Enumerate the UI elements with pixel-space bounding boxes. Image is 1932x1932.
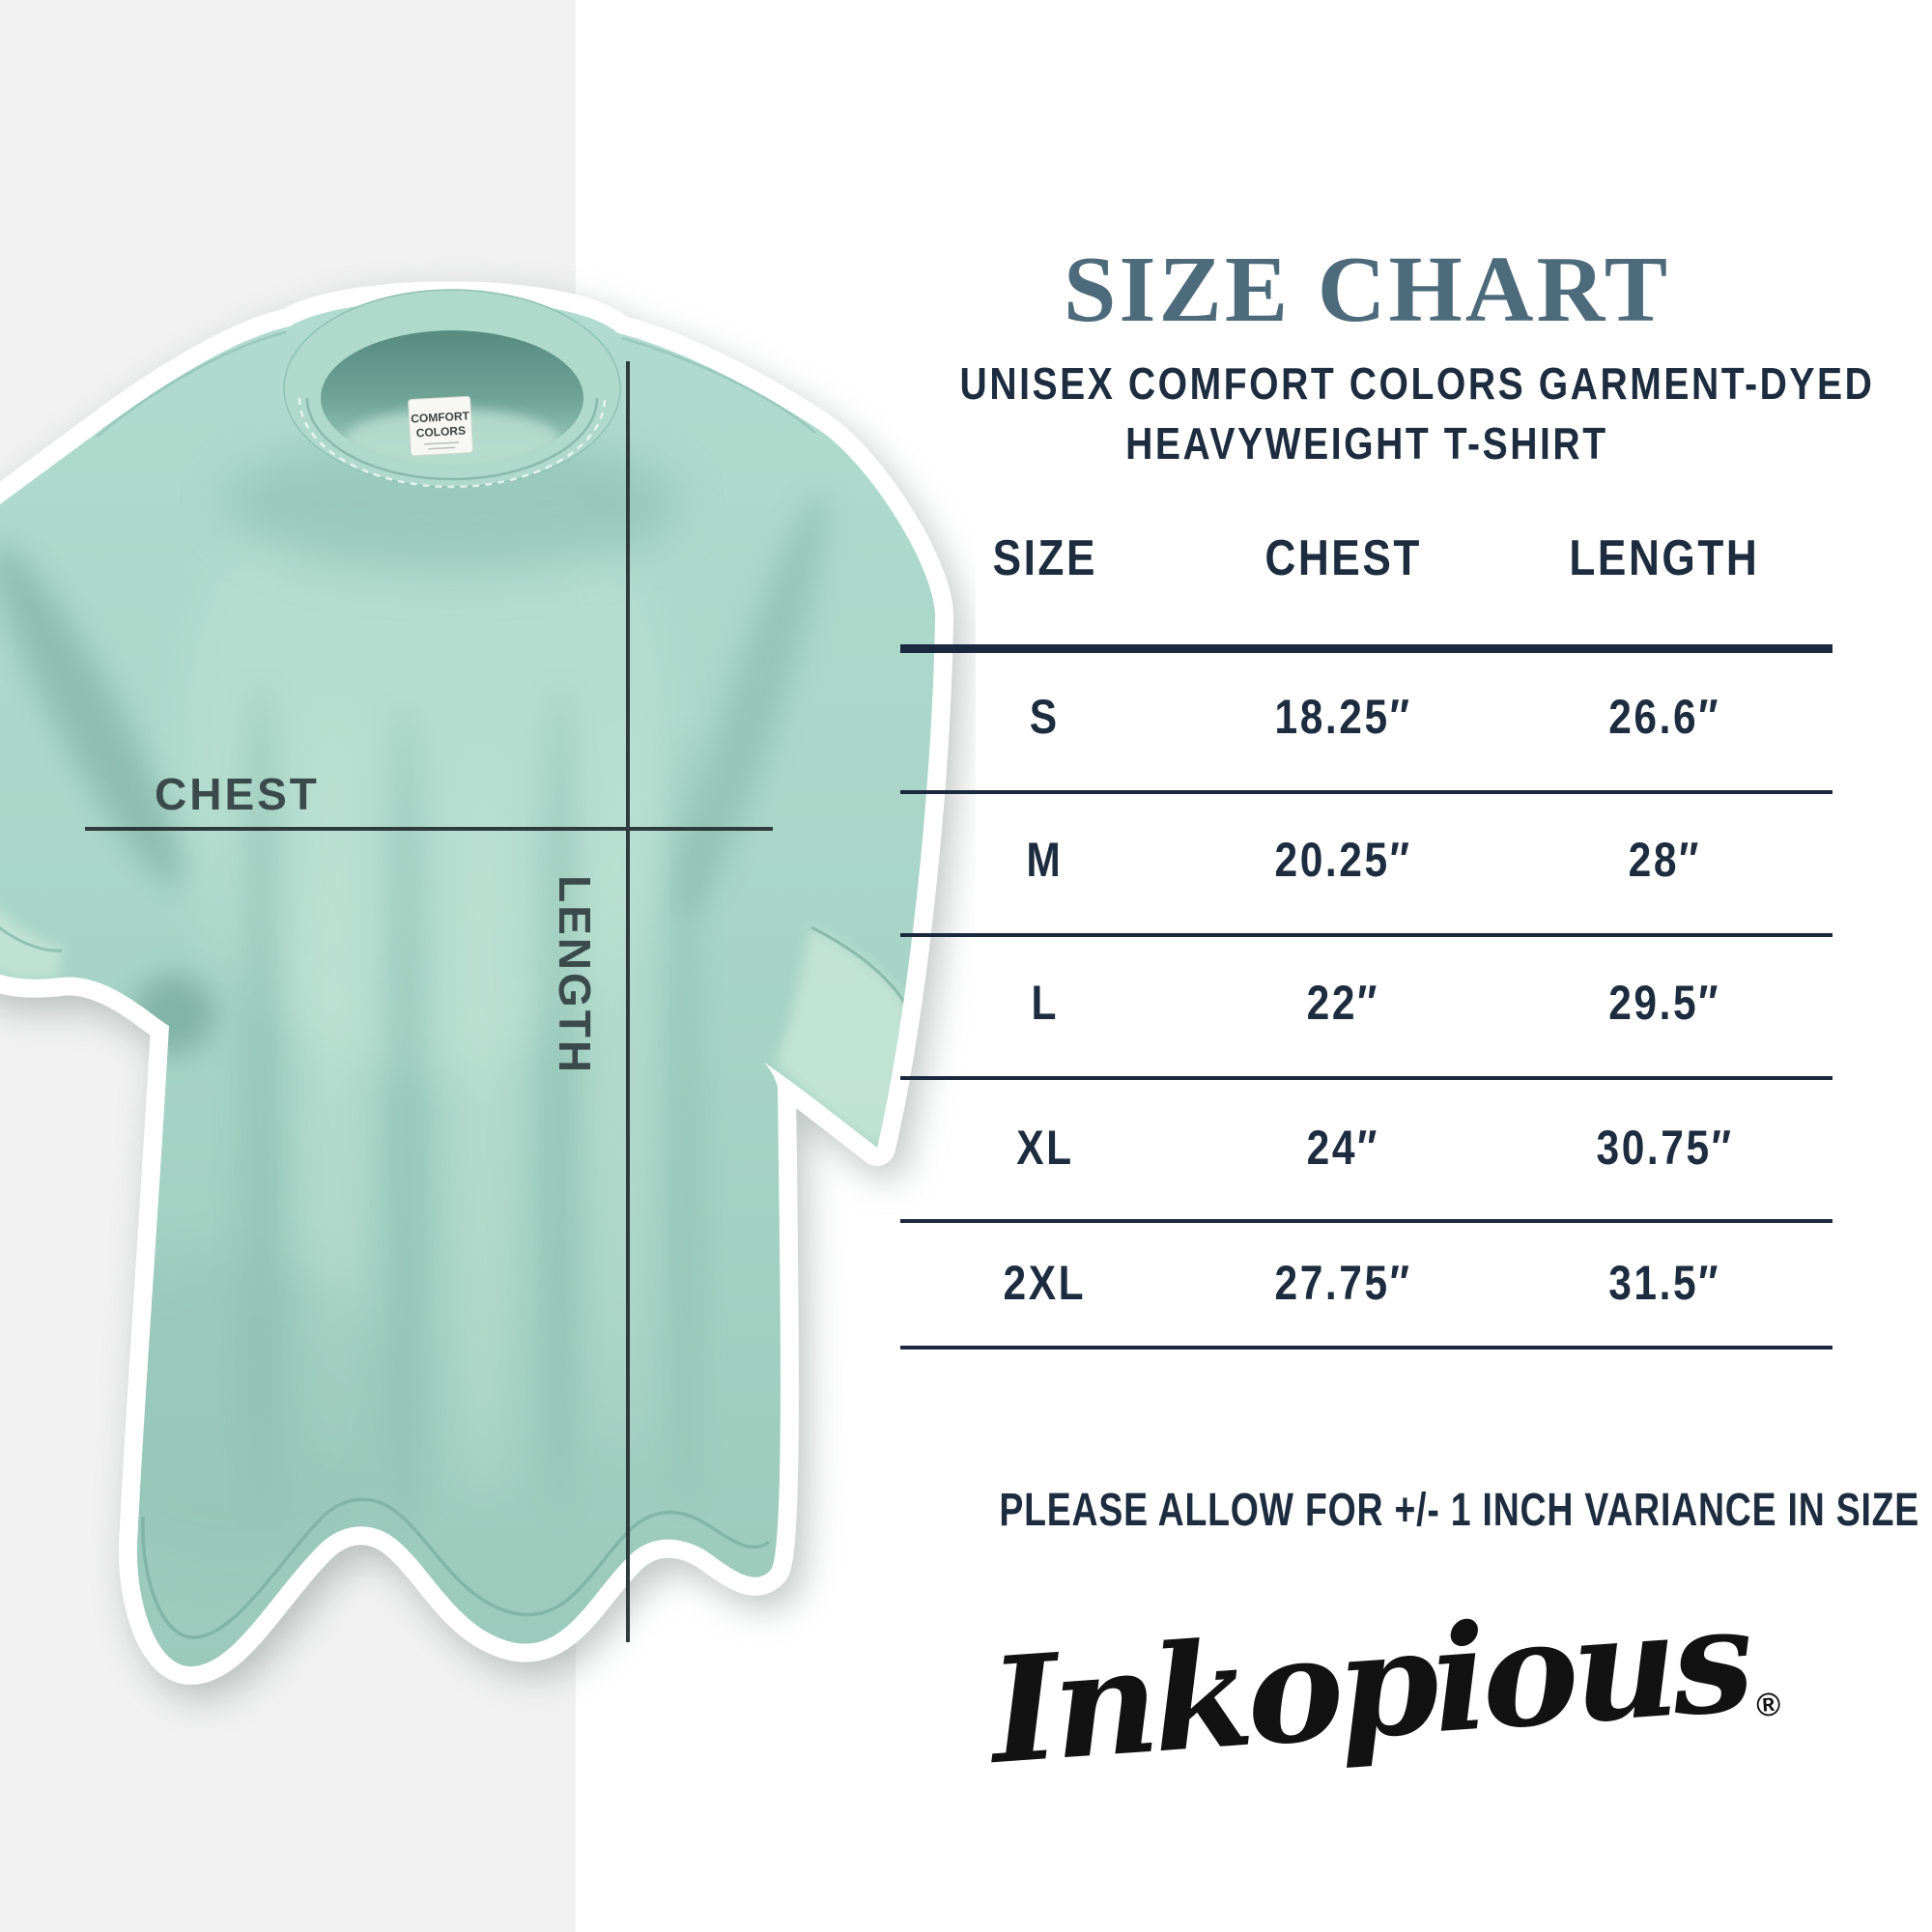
cell-size: XL: [1015, 1121, 1074, 1175]
table-row: L 22″ 29.5″: [900, 979, 1833, 1027]
table-divider: [900, 1219, 1833, 1223]
cell-length: 30.75″: [1596, 1121, 1734, 1175]
column-header-size: SIZE: [992, 530, 1097, 586]
cell-size: S: [1030, 690, 1061, 744]
registered-mark: ®: [1754, 1686, 1782, 1724]
column-header-chest: CHEST: [1264, 530, 1422, 586]
cell-chest: 18.25″: [1274, 690, 1412, 744]
subtitle-line-1-text: UNISEX COMFORT COLORS GARMENT-DYED: [959, 358, 1875, 409]
table-row: XL 24″ 30.75″: [900, 1123, 1833, 1172]
table-divider: [900, 1076, 1833, 1080]
tshirt-graphic: COMFORT COLORS: [0, 281, 953, 1685]
table-header-row: SIZE CHEST LENGTH: [900, 533, 1833, 583]
shirt-shading: [0, 330, 915, 1639]
cell-chest: 27.75″: [1274, 1256, 1412, 1310]
variance-note-text: PLEASE ALLOW FOR +/- 1 INCH VARIANCE IN …: [999, 1485, 1920, 1536]
cell-size: L: [1031, 976, 1059, 1030]
subtitle-line-2: HEAVYWEIGHT T-SHIRT: [879, 421, 1855, 466]
neck-tag: COMFORT COLORS: [408, 396, 473, 456]
table-header-rule: [900, 644, 1833, 653]
brand-logo-text: Inkopious: [984, 1574, 1753, 1798]
column-header-length: LENGTH: [1569, 530, 1760, 586]
brand-logo: Inkopious®: [894, 1572, 1868, 1798]
table-divider: [900, 790, 1833, 794]
table-row: 2XL 27.75″ 31.5″: [900, 1259, 1833, 1307]
cell-chest: 20.25″: [1274, 833, 1412, 887]
cell-size: 2XL: [1003, 1256, 1087, 1310]
variance-note: PLEASE ALLOW FOR +/- 1 INCH VARIANCE IN …: [869, 1488, 1918, 1534]
cell-length: 31.5″: [1608, 1256, 1721, 1310]
table-row: S 18.25″ 26.6″: [900, 693, 1833, 741]
table-row: M 20.25″ 28″: [900, 836, 1833, 884]
table-bottom-rule: [900, 1346, 1833, 1350]
page-title: SIZE CHART: [1063, 238, 1671, 342]
length-measure-label: LENGTH: [550, 875, 600, 1076]
subtitle-line-1: UNISEX COMFORT COLORS GARMENT-DYED: [879, 361, 1872, 406]
tag-brand-line2: COLORS: [415, 424, 466, 440]
chest-measure-label: CHEST: [155, 769, 320, 819]
cell-size: M: [1026, 833, 1064, 887]
cell-length: 26.6″: [1608, 690, 1721, 744]
cell-chest: 22″: [1306, 976, 1379, 1030]
collar: [283, 289, 621, 489]
tag-brand-line1: COMFORT: [411, 409, 470, 425]
table-divider: [900, 933, 1833, 937]
cell-chest: 24″: [1306, 1121, 1379, 1175]
cell-length: 29.5″: [1608, 976, 1721, 1030]
cell-length: 28″: [1628, 833, 1701, 887]
subtitle-line-2-text: HEAVYWEIGHT T-SHIRT: [1125, 418, 1608, 469]
